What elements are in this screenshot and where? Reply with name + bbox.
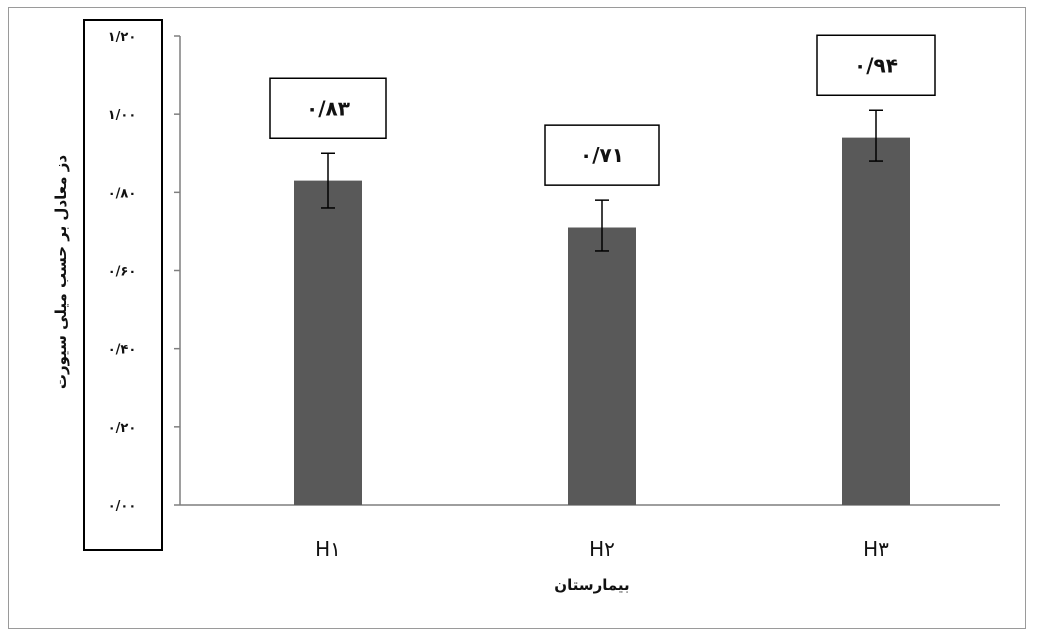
y-tick-label: ۰/۸۰ <box>108 186 137 201</box>
y-tick-label: ۰/۶۰ <box>108 265 137 280</box>
error-bar <box>321 152 335 209</box>
y-tick-label-box <box>83 19 163 551</box>
y-tick-label: ۰/۲۰ <box>108 421 137 436</box>
data-label-box <box>269 77 387 139</box>
x-tick-label: H۳ <box>863 537 889 561</box>
data-label: ۰/۹۴ <box>854 53 898 77</box>
data-label: ۰/۷۱ <box>580 143 624 167</box>
data-label-box <box>544 124 660 186</box>
y-tick-label: ۱/۰۰ <box>108 108 137 123</box>
y-axis-title: دز معادل بر حسب میلی سیورت <box>52 155 70 389</box>
y-tick-label: ۰/۰۰ <box>108 499 137 514</box>
error-bar <box>869 109 883 162</box>
x-axis-title: بیمارستان <box>554 576 629 594</box>
data-label-box <box>816 34 936 97</box>
data-label: ۰/۸۳ <box>306 96 350 120</box>
bar <box>842 137 910 505</box>
x-tick-label: H۲ <box>589 537 615 561</box>
x-tick-label: H۱ <box>315 537 341 561</box>
bar <box>294 180 362 505</box>
bar <box>568 227 636 505</box>
error-bar <box>595 199 609 252</box>
y-tick-label: ۰/۴۰ <box>108 343 137 358</box>
y-tick-label: ۱/۲۰ <box>108 30 137 45</box>
